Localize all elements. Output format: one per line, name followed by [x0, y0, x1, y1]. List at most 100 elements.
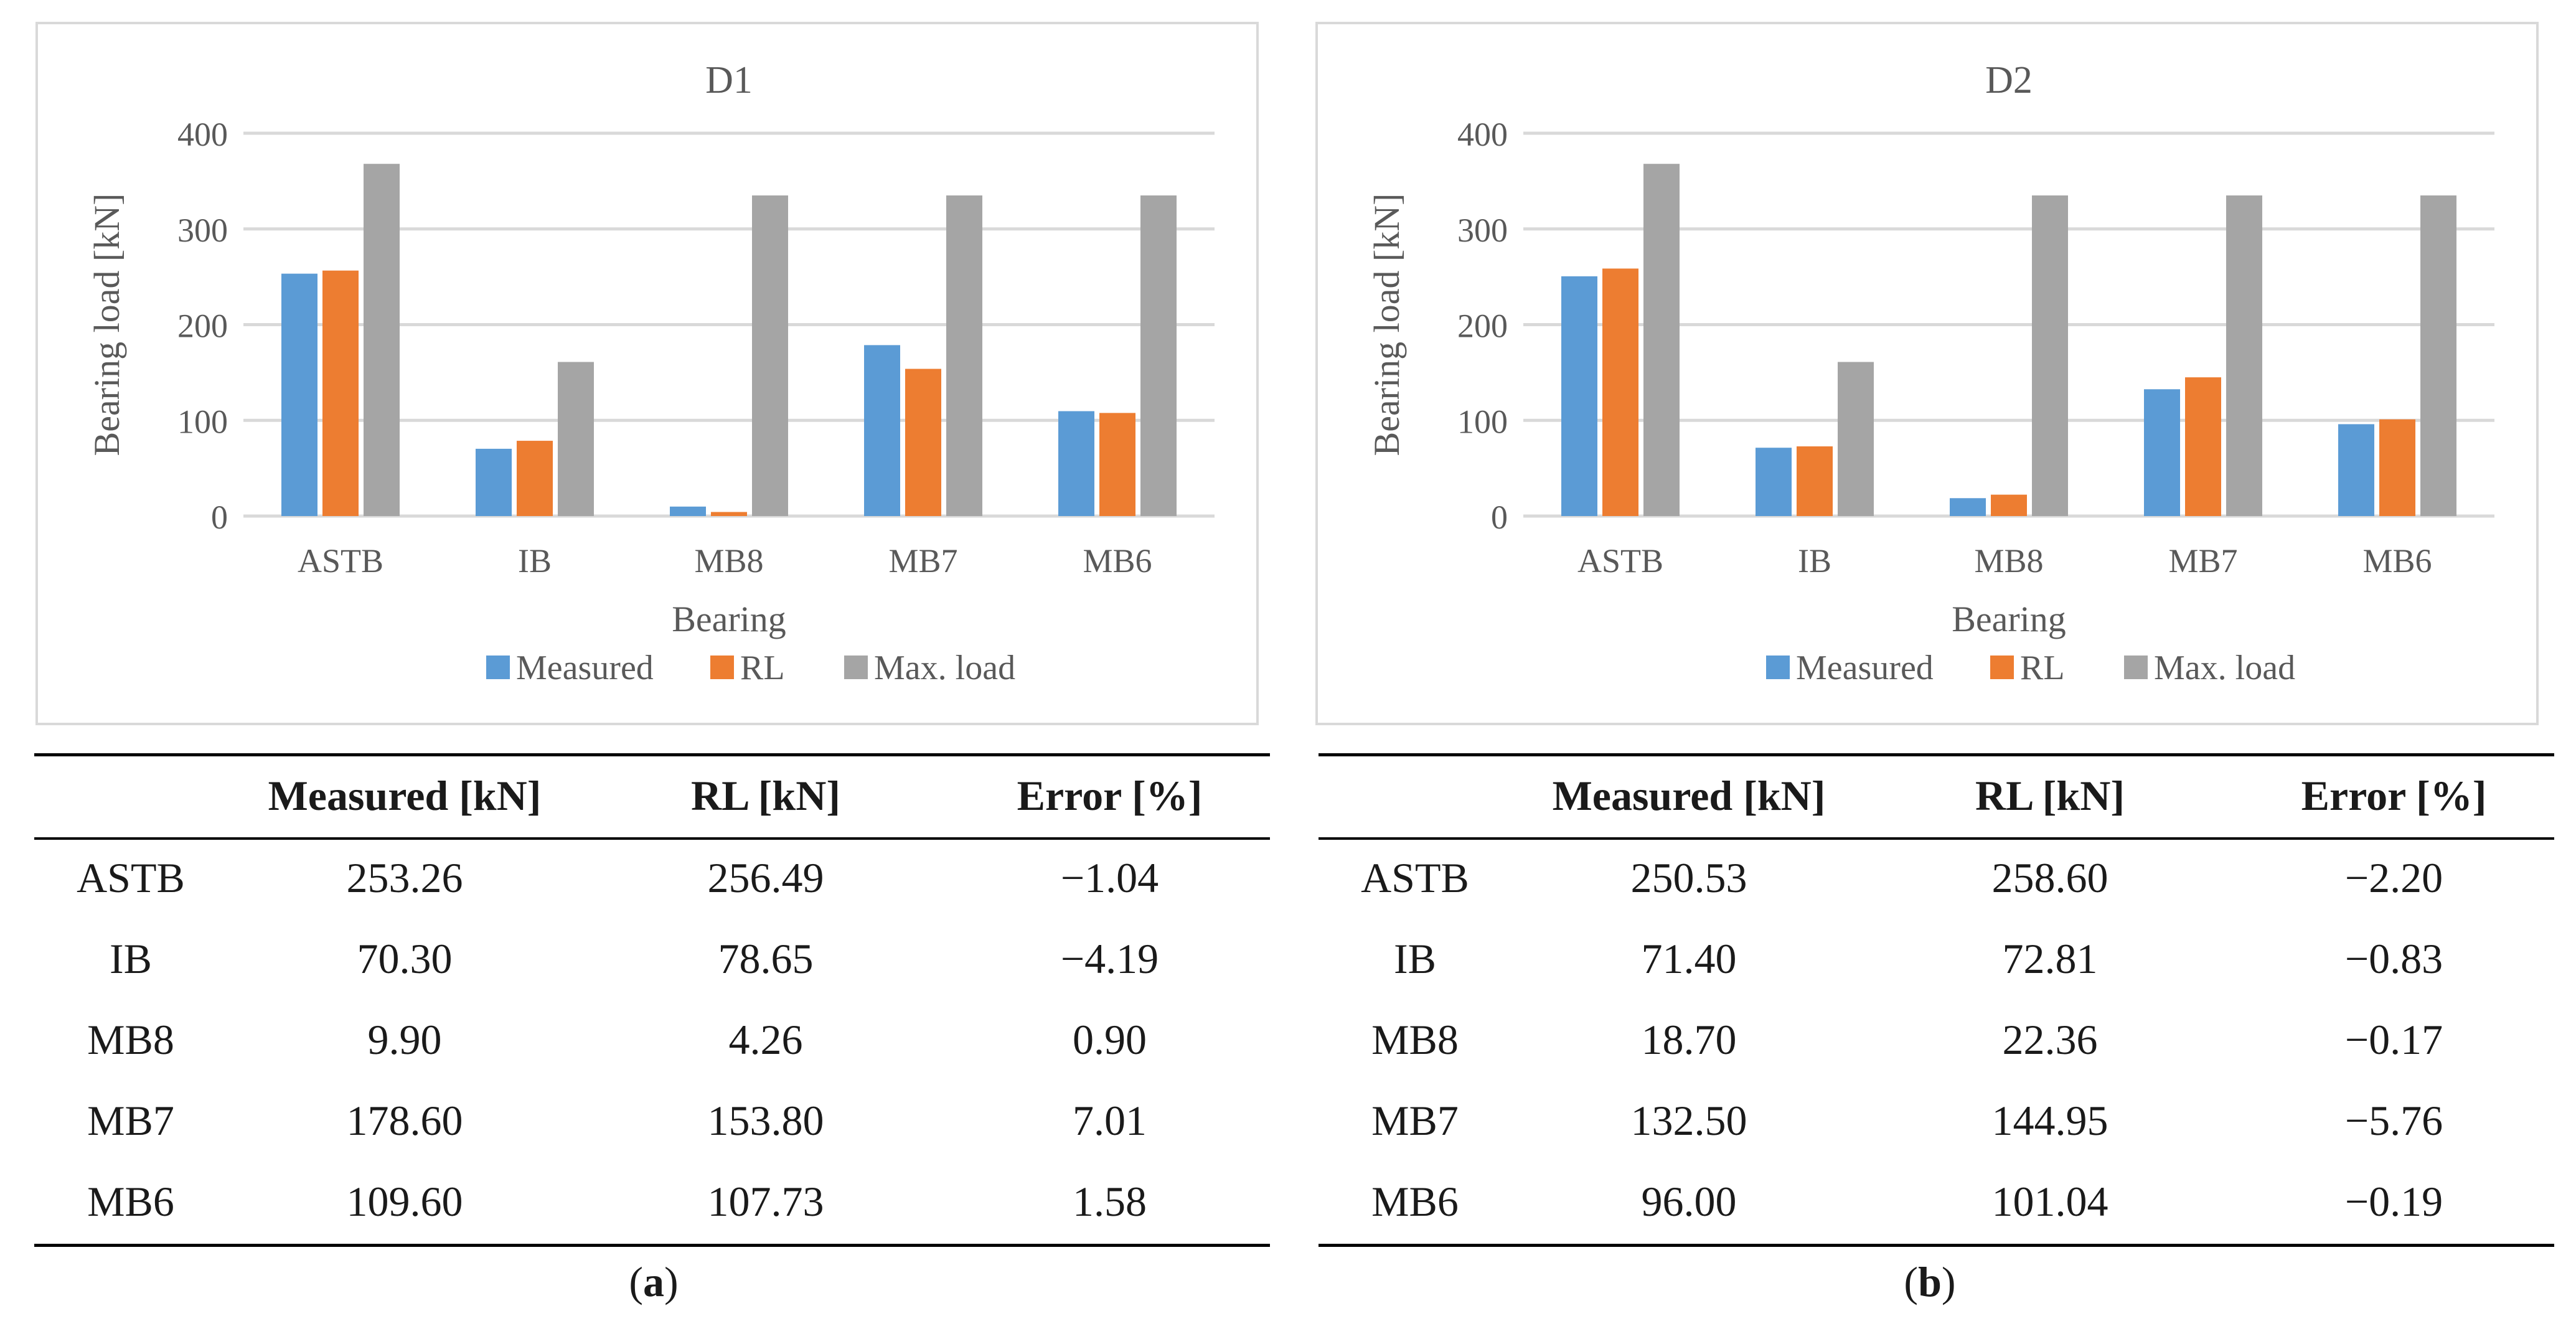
caption-b: (b)	[1836, 1257, 2023, 1307]
bar-measured-mb7	[2144, 389, 2180, 516]
table-cell: −0.19	[2344, 1178, 2443, 1225]
bar-max-load-mb7	[946, 195, 982, 516]
table-cell: −1.04	[1060, 854, 1159, 901]
legend-label: Max. load	[2154, 649, 2295, 687]
table-row-label: MB6	[1371, 1178, 1459, 1225]
table-header-cell: Error [%]	[2301, 772, 2487, 819]
x-tick-label: IB	[1798, 542, 1831, 580]
table-header-rule	[34, 837, 1270, 840]
bar-max-load-mb6	[1140, 195, 1177, 516]
table-cell: 153.80	[707, 1097, 824, 1144]
bar-measured-mb6	[1058, 411, 1094, 516]
table-cell: 101.04	[1991, 1178, 2108, 1225]
bar-rl-mb8	[711, 512, 747, 516]
bar-measured-ib	[1756, 448, 1792, 516]
caption-b-close: )	[1941, 1258, 1956, 1305]
y-tick-label: 100	[1457, 403, 1508, 440]
table-cell: 144.95	[1991, 1097, 2108, 1144]
bar-rl-ib	[1797, 446, 1833, 516]
table-cell: 178.60	[346, 1097, 463, 1144]
x-tick-label: MB8	[694, 542, 763, 580]
y-axis-label: Bearing load [kN]	[1366, 194, 1407, 456]
x-tick-label: MB6	[2362, 542, 2432, 580]
table-cell: 1.58	[1073, 1178, 1147, 1225]
bar-rl-mb6	[2379, 419, 2415, 516]
table-cell: 0.90	[1073, 1016, 1147, 1063]
table-cell: 78.65	[718, 935, 814, 982]
y-tick-label: 200	[177, 308, 228, 345]
caption-a-open: (	[629, 1258, 643, 1305]
table-cell: −0.83	[2344, 935, 2443, 982]
y-tick-label: 400	[1457, 116, 1508, 153]
chart-panel-d2: D2 0 100 200 300 400 Bearing load [kN] ASTB IB MB…	[1315, 22, 2539, 725]
table-cell: −5.76	[2344, 1097, 2443, 1144]
bar-measured-mb6	[2338, 424, 2374, 516]
legend-swatch	[710, 656, 734, 679]
legend-swatch	[1990, 656, 2014, 679]
table-cell: 253.26	[346, 854, 463, 901]
table-header-cell: Measured [kN]	[268, 772, 542, 819]
x-axis-label: Bearing	[1952, 599, 2066, 639]
y-tick-label: 300	[1457, 212, 1508, 249]
x-tick-label: MB7	[888, 542, 957, 580]
legend-label: Max. load	[874, 649, 1015, 687]
x-tick-label: ASTB	[1577, 542, 1663, 580]
legend-swatch	[1766, 656, 1790, 679]
table-cell: 71.40	[1641, 935, 1737, 982]
bar-measured-ib	[476, 448, 512, 516]
table-cell: 132.50	[1630, 1097, 1747, 1144]
legend-swatch	[2124, 656, 2148, 679]
table-cell: −2.20	[2344, 854, 2443, 901]
y-axis-label: Bearing load [kN]	[87, 194, 127, 456]
table-cell: 4.26	[728, 1016, 803, 1063]
table-cell: 70.30	[357, 935, 453, 982]
table-row-label: MB8	[1371, 1016, 1459, 1063]
table-cell: 7.01	[1073, 1097, 1147, 1144]
caption-a-close: )	[664, 1258, 679, 1305]
legend-label: Measured	[516, 649, 654, 687]
y-tick-label: 0	[1491, 499, 1508, 536]
table-header-cell: Measured [kN]	[1552, 772, 1826, 819]
x-tick-label: MB6	[1083, 542, 1152, 580]
table-cell: −4.19	[1060, 935, 1159, 982]
results-table-b: Measured [kN] RL [kN] Error [%] ASTB 250.53 2…	[1319, 753, 2554, 1251]
table-cell: 96.00	[1641, 1178, 1737, 1225]
x-tick-label: MB8	[1974, 542, 2043, 580]
table-cell: 72.81	[2002, 935, 2098, 982]
chart-panel-d1: D1 0 100 200 300 400 Bearing load [kN] ASTB IB MB…	[35, 22, 1259, 725]
bar-max-load-ib	[1838, 362, 1874, 516]
table-row-label: ASTB	[77, 854, 185, 901]
y-tick-label: 300	[177, 212, 228, 249]
legend-label: RL	[2020, 649, 2065, 687]
bar-measured-astb	[1561, 276, 1597, 516]
table-cell: 109.60	[346, 1178, 463, 1225]
y-tick-label: 400	[177, 116, 228, 153]
bar-max-load-mb8	[2032, 195, 2068, 516]
chart-title: D1	[705, 59, 753, 101]
table-cell: 256.49	[707, 854, 824, 901]
table-bottom-rule	[1319, 1244, 2554, 1247]
table-top-rule	[34, 753, 1270, 756]
table-header-cell: RL [kN]	[1975, 772, 2125, 819]
table-header-cell: RL [kN]	[691, 772, 840, 819]
x-axis-label: Bearing	[672, 599, 786, 639]
bar-measured-mb8	[670, 506, 706, 516]
bar-measured-mb8	[1950, 498, 1986, 516]
table-header-cell: Error [%]	[1017, 772, 1203, 819]
table-row-label: MB7	[87, 1097, 174, 1144]
bar-measured-mb7	[864, 345, 900, 516]
bar-chart-d1: D1 0 100 200 300 400 Bearing load [kN] ASTB IB MB…	[87, 59, 1215, 687]
x-tick-label: MB7	[2168, 542, 2237, 580]
bar-max-load-astb	[364, 164, 400, 516]
legend-swatch	[486, 656, 510, 679]
table-cell: 18.70	[1641, 1016, 1737, 1063]
table-row-label: MB8	[87, 1016, 174, 1063]
table-cell: 9.90	[367, 1016, 442, 1063]
table-cell: −0.17	[2344, 1016, 2443, 1063]
table-row-label: IB	[1394, 935, 1436, 982]
caption-a-letter: a	[643, 1258, 664, 1305]
bar-rl-ib	[517, 441, 553, 516]
bar-rl-astb	[322, 270, 359, 516]
bar-rl-mb7	[2185, 377, 2221, 516]
table-row-label: MB7	[1371, 1097, 1459, 1144]
